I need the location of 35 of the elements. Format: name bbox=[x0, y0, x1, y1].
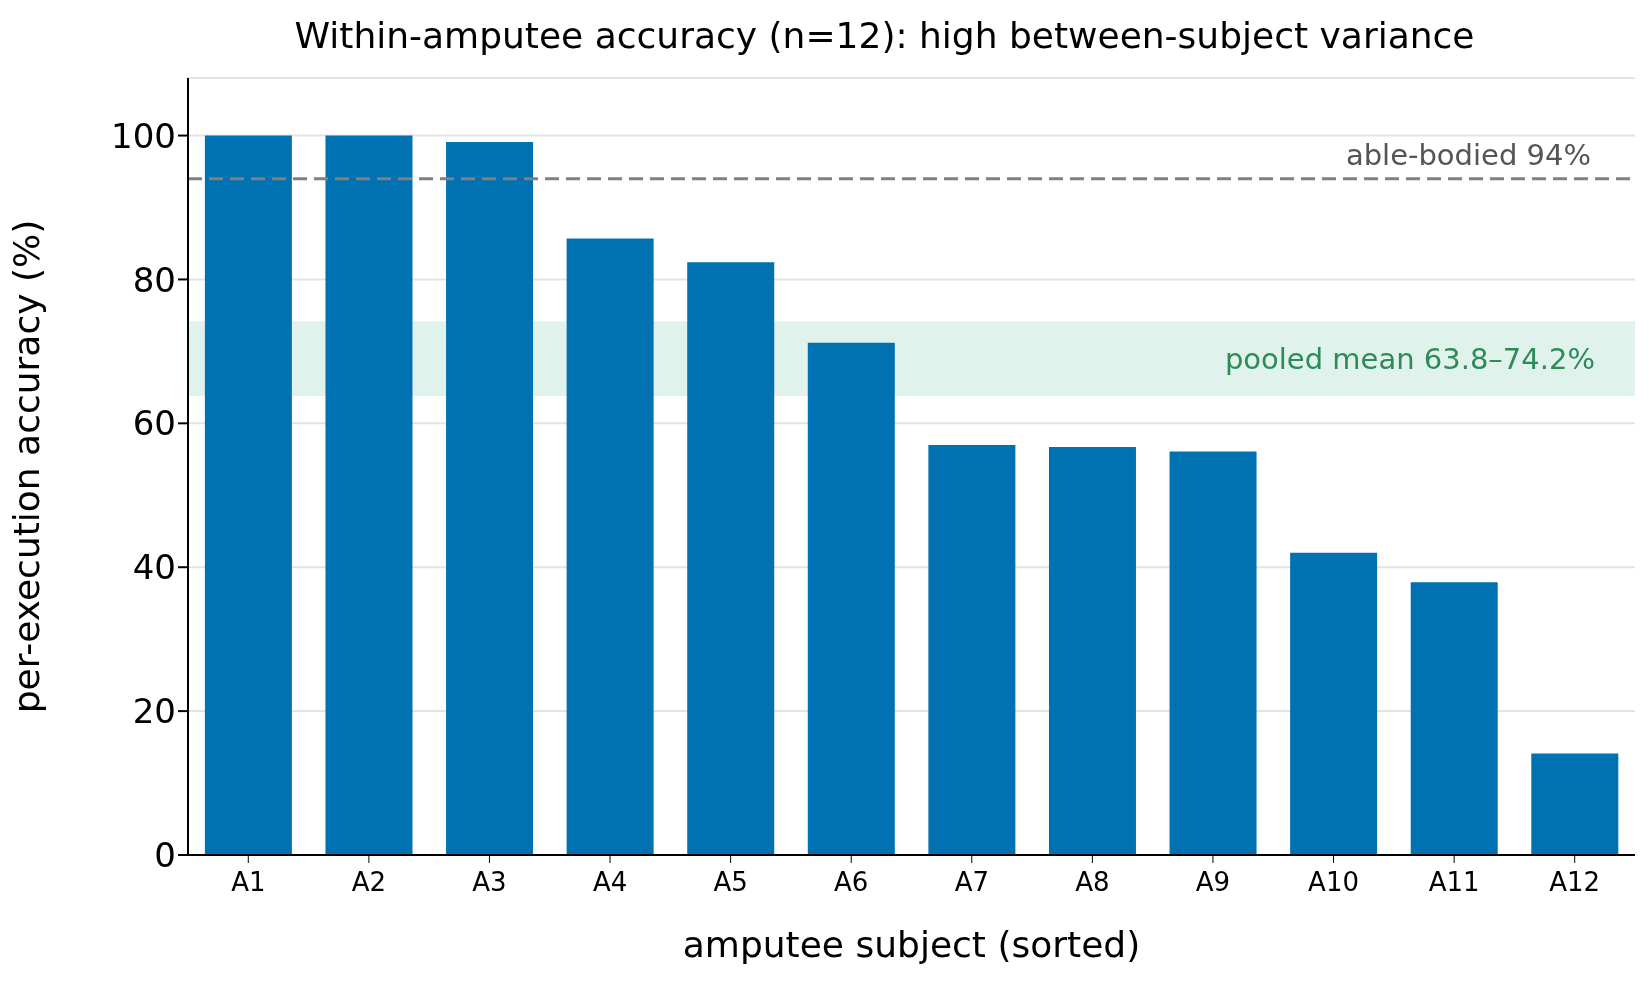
x-tick-label: A10 bbox=[1308, 867, 1359, 898]
y-tick-label: 20 bbox=[132, 691, 176, 732]
y-tick-label: 0 bbox=[154, 835, 176, 876]
y-tick-label: 100 bbox=[111, 115, 176, 156]
x-tick-label: A1 bbox=[231, 867, 266, 898]
x-tick-label: A9 bbox=[1195, 867, 1231, 898]
bar bbox=[1169, 451, 1257, 855]
x-tick-label: A6 bbox=[834, 867, 869, 898]
y-tick-label: 80 bbox=[132, 259, 176, 300]
bar bbox=[807, 342, 895, 855]
x-tick-label: A7 bbox=[954, 867, 989, 898]
bar bbox=[1290, 552, 1378, 855]
chart-title: Within-amputee accuracy (n=12): high between-subject variance bbox=[293, 14, 1476, 58]
bar bbox=[1048, 447, 1136, 855]
y-tick-label: 40 bbox=[132, 547, 176, 588]
bar bbox=[446, 142, 534, 855]
ref-line-label: able-bodied 94% bbox=[1345, 137, 1591, 172]
x-tick-label: A12 bbox=[1549, 867, 1601, 898]
bar bbox=[1531, 753, 1619, 855]
bar bbox=[325, 135, 413, 855]
x-tick-label: A8 bbox=[1075, 867, 1110, 898]
x-tick-label: A4 bbox=[592, 867, 628, 898]
bar bbox=[204, 135, 292, 855]
band-label: pooled mean 63.8–74.2% bbox=[1224, 341, 1595, 376]
x-tick-label: A2 bbox=[351, 867, 387, 898]
y-tick-label: 60 bbox=[132, 403, 176, 444]
bar bbox=[687, 262, 775, 855]
bar bbox=[566, 238, 654, 855]
x-tick-label: A5 bbox=[713, 867, 748, 898]
y-axis-title: per-execution accuracy (%) bbox=[5, 219, 47, 714]
bar bbox=[1410, 582, 1498, 855]
bar bbox=[928, 444, 1016, 855]
x-tick-label: A3 bbox=[472, 867, 507, 898]
x-axis-title: amputee subject (sorted) bbox=[682, 924, 1141, 965]
x-tick-label: A11 bbox=[1428, 867, 1480, 898]
